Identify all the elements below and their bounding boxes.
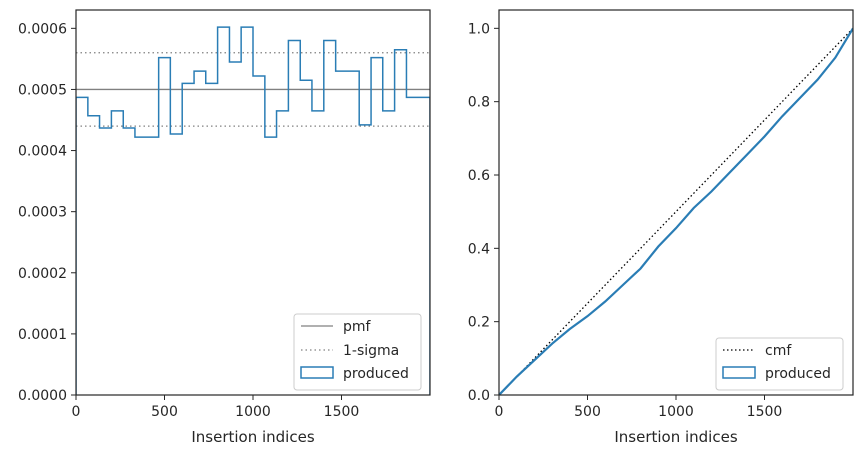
legend-produced-label: produced bbox=[765, 366, 831, 382]
produced-cumulative-series bbox=[499, 27, 853, 395]
legend-produced-swatch bbox=[722, 366, 756, 379]
pmf-x-tick-label: 1500 bbox=[324, 404, 360, 420]
legend-produced-label: produced bbox=[343, 366, 409, 382]
pmf-y-tick-label: 0.0001 bbox=[18, 327, 67, 343]
cmf-x-tick-label: 0 bbox=[495, 404, 504, 420]
pmf-x-axis-title: Insertion indices bbox=[191, 428, 314, 446]
legend-box bbox=[293, 313, 422, 391]
cmf-y-tick-label: 0.0 bbox=[468, 388, 490, 404]
pmf-y-tick-label: 0.0000 bbox=[18, 388, 67, 404]
pmf-x-tick-label: 0 bbox=[72, 404, 81, 420]
pmf-y-tick-label: 0.0006 bbox=[18, 21, 67, 37]
produced-step-series bbox=[76, 26, 430, 395]
cmf-x-tick-label: 500 bbox=[574, 404, 601, 420]
pmf-x-tick-label: 1000 bbox=[235, 404, 271, 420]
pmf-y-tick-label: 0.0003 bbox=[18, 205, 67, 221]
cmf-plot-area: 0 500 1000 1500 0.0 0.2 0.4 0.6 0.8 1.0 bbox=[468, 9, 854, 420]
legend-produced-swatch bbox=[300, 366, 334, 379]
pmf-panel: 0 500 1000 1500 0.0000 0.0001 0.0002 0.0003 0.00… bbox=[18, 9, 431, 446]
cmf-data-layer bbox=[499, 27, 853, 395]
cmf-x-axis-title: Insertion indices bbox=[614, 428, 737, 446]
cmf-x-tick-label: 1000 bbox=[658, 404, 694, 420]
cmf-reference-series bbox=[499, 27, 853, 395]
cmf-x-tick-label: 1500 bbox=[747, 404, 783, 420]
pmf-x-tick-label: 500 bbox=[151, 404, 178, 420]
cmf-y-tick-label: 0.8 bbox=[468, 95, 490, 111]
legend-box bbox=[715, 337, 844, 391]
cmf-y-tick-label: 0.4 bbox=[468, 241, 490, 257]
cmf-legend: cmf produced bbox=[715, 337, 844, 391]
pmf-y-tick-label: 0.0002 bbox=[18, 266, 67, 282]
cmf-y-tick-label: 0.2 bbox=[468, 315, 490, 331]
pmf-data-layer bbox=[76, 26, 430, 395]
pmf-legend: pmf 1-sigma produced bbox=[293, 313, 422, 391]
cmf-axes-frame bbox=[498, 9, 854, 396]
legend-cmf-label: cmf bbox=[765, 343, 792, 359]
legend-sigma-label: 1-sigma bbox=[343, 343, 399, 359]
pmf-y-tick-label: 0.0005 bbox=[18, 82, 67, 98]
legend-pmf-label: pmf bbox=[343, 319, 372, 335]
pmf-plot-area: 0 500 1000 1500 0.0000 0.0001 0.0002 0.0003 0.00… bbox=[18, 9, 431, 420]
cmf-y-tick-label: 1.0 bbox=[468, 21, 490, 37]
cmf-panel: 0 500 1000 1500 0.0 0.2 0.4 0.6 0.8 1.0 cmf produ… bbox=[468, 9, 854, 446]
cmf-y-tick-label: 0.6 bbox=[468, 168, 490, 184]
pmf-y-tick-label: 0.0004 bbox=[18, 144, 67, 160]
